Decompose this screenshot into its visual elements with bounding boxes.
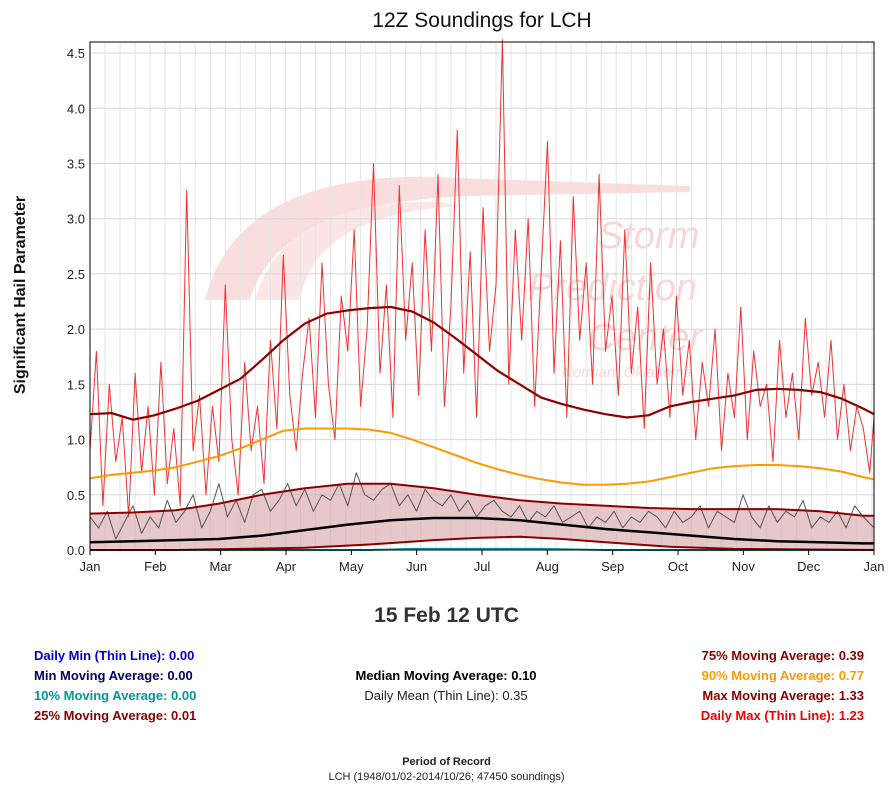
- y-tick-label: 3.0: [67, 212, 85, 227]
- y-tick-label: 1.5: [67, 377, 85, 392]
- x-tick-label: Jan: [80, 559, 101, 574]
- series-line-25-moving-average: [90, 535, 875, 551]
- y-tick-label: 1.0: [67, 433, 85, 448]
- stat-90-moving-average: 90% Moving Average: 0.77: [701, 668, 864, 683]
- chart: Storm Prediction Center Norman, Oklahoma…: [12, 9, 885, 574]
- plot-frame: [89, 41, 875, 551]
- x-tick-label: Jul: [474, 559, 491, 574]
- grid: [89, 42, 874, 551]
- x-tick-label: Apr: [276, 559, 297, 574]
- stat-max-moving-average: Max Moving Average: 1.33: [702, 688, 864, 703]
- x-tick-label: Jan: [864, 559, 885, 574]
- x-tick-label: Oct: [668, 559, 689, 574]
- axes: 0.0 0.5 1.0 1.5 2.0 2.5 3.0 3.5 4.0 4.5 Jan Feb Mar A…: [67, 41, 885, 574]
- stat-75-moving-average: 75% Moving Average: 0.39: [701, 648, 864, 663]
- y-tick-label: 0.5: [67, 488, 85, 503]
- series-line-daily-mean-thin-line: [89, 472, 875, 540]
- y-tick-label: 0.0: [67, 543, 85, 558]
- chart-title: 12Z Soundings for LCH: [372, 9, 591, 32]
- y-tick-label: 2.0: [67, 322, 85, 337]
- x-tick-label: Jun: [406, 559, 427, 574]
- stat-25-moving-average: 25% Moving Average: 0.01: [34, 708, 197, 723]
- x-tick-label: Aug: [536, 559, 559, 574]
- stat-daily-mean: Daily Mean (Thin Line): 0.35: [364, 688, 528, 703]
- y-tick-label: 2.5: [67, 267, 85, 282]
- x-tick-label: Nov: [732, 559, 756, 574]
- x-tick-label: May: [339, 559, 364, 574]
- series-line-daily-max-thin-line: [89, 39, 875, 518]
- x-tick-label: Dec: [797, 559, 821, 574]
- y-tick-label: 3.5: [67, 156, 85, 171]
- series-line-max-moving-average: [89, 482, 874, 517]
- stat-10-moving-average: 10% Moving Average: 0.00: [34, 688, 197, 703]
- x-tick-label: Mar: [209, 559, 232, 574]
- watermark-norman: Norman, Oklahoma: [562, 364, 692, 381]
- watermark-storm: Storm: [598, 215, 699, 257]
- x-tick-label: Feb: [144, 559, 166, 574]
- y-axis-label: Significant Hail Parameter: [12, 196, 29, 394]
- stat-daily-max: Daily Max (Thin Line): 1.23: [700, 708, 864, 723]
- y-tick-label: 4.0: [67, 101, 85, 116]
- series-line-90-moving-average: [89, 427, 875, 486]
- current-date-label: 15 Feb 12 UTC: [374, 604, 519, 627]
- series-line-75-moving-average: [89, 305, 875, 421]
- stat-daily-min: Daily Min (Thin Line): 0.00: [34, 648, 195, 663]
- y-tick-label: 4.5: [67, 46, 85, 61]
- stat-median-moving-average: Median Moving Average: 0.10: [355, 668, 537, 683]
- period-of-record-title: Period of Record: [402, 756, 491, 768]
- period-of-record-text: LCH (1948/01/02-2014/10/26; 47450 soundi…: [328, 771, 565, 783]
- series-line-median-moving-average: [89, 516, 874, 545]
- x-tick-label: Sep: [601, 559, 624, 574]
- stat-min-moving-average: Min Moving Average: 0.00: [34, 668, 193, 683]
